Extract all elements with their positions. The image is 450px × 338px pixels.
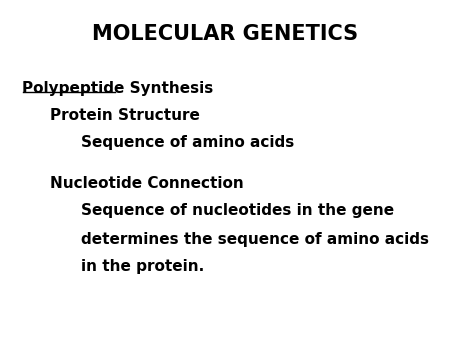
Text: MOLECULAR GENETICS: MOLECULAR GENETICS xyxy=(92,24,358,44)
Text: Polypeptide Synthesis: Polypeptide Synthesis xyxy=(22,81,214,96)
Text: in the protein.: in the protein. xyxy=(81,259,204,273)
Text: determines the sequence of amino acids: determines the sequence of amino acids xyxy=(81,232,429,246)
Text: Protein Structure: Protein Structure xyxy=(50,108,199,123)
Text: Nucleotide Connection: Nucleotide Connection xyxy=(50,176,243,191)
Text: Sequence of amino acids: Sequence of amino acids xyxy=(81,135,294,150)
Text: Sequence of nucleotides in the gene: Sequence of nucleotides in the gene xyxy=(81,203,394,218)
